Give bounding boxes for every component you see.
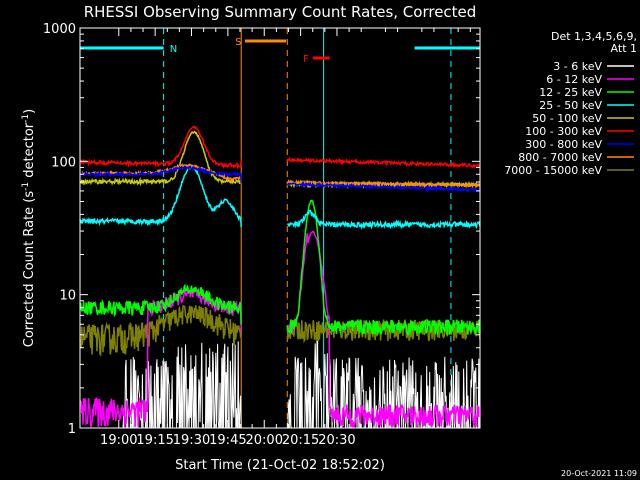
series-7-line	[79, 165, 481, 194]
y-axis-label-main: Corrected Count Rate (s	[22, 191, 37, 348]
legend-header: Det 1,3,4,5,6,9, Att 1	[551, 30, 637, 55]
x-axis-label: Start Time (21-Oct-02 18:52:02)	[175, 458, 385, 473]
x-tick-label: 19:00	[100, 433, 137, 448]
y-axis-label-mid: detector	[22, 122, 37, 182]
series-3-line	[79, 199, 481, 336]
y-axis-label-sup-2: -1	[21, 114, 31, 123]
y-tick-label: 100	[51, 155, 76, 170]
x-tick-label: 20:30	[318, 433, 355, 448]
legend-header-line-2: Att 1	[611, 42, 637, 55]
plot-frame	[79, 27, 481, 429]
plot-area: N S F	[79, 28, 481, 429]
legend-header-line-1: Det 1,3,4,5,6,9,	[551, 30, 637, 43]
series-4-line	[79, 165, 481, 230]
legend-label-5: 50 - 100 keV	[532, 112, 602, 125]
y-tick-label: 1	[68, 422, 76, 437]
series-6-line	[79, 125, 481, 170]
chart-title: RHESSI Observing Summary Count Rates, Co…	[84, 3, 477, 21]
x-tick-label: 19:15	[136, 433, 173, 448]
legend-label-8: 800 - 7000 keV	[518, 151, 602, 164]
legend-label-9: 7000 - 15000 keV	[504, 164, 602, 177]
flag-label-s: S	[235, 37, 241, 48]
legend-label-7: 300 - 800 keV	[525, 138, 602, 151]
legend-label-1: 3 - 6 keV	[553, 60, 602, 73]
x-tick-label: 20:15	[282, 433, 319, 448]
flag-label-f: F	[303, 54, 309, 65]
legend-label-4: 25 - 50 keV	[539, 99, 602, 112]
legend-label-2: 6 - 12 keV	[546, 73, 602, 86]
y-axis-label: Corrected Count Rate (s-1 detector-1)	[21, 109, 37, 347]
legend-label-6: 100 - 300 keV	[525, 125, 602, 138]
y-axis-label-sup-1: -1	[21, 182, 31, 191]
timestamp: 20-Oct-2021 11:09	[561, 469, 637, 478]
y-tick-label: 1000	[43, 22, 76, 37]
x-tick-label: 19:45	[209, 433, 246, 448]
legend-label-3: 12 - 25 keV	[539, 86, 602, 99]
x-tick-label: 20:00	[246, 433, 283, 448]
y-tick-label: 10	[59, 289, 76, 304]
series-5-line	[79, 130, 481, 190]
x-tick-label: 19:30	[173, 433, 210, 448]
flag-label-n: N	[170, 44, 177, 55]
y-axis-label-end: )	[22, 109, 37, 114]
